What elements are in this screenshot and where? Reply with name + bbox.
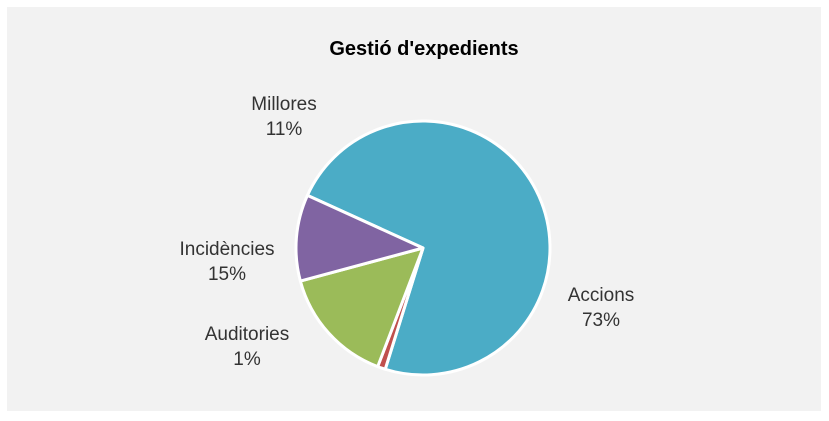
- slice-labels: Accions 73% Auditories 1% Incidències 15% Mill…: [179, 94, 634, 370]
- slice-label-percent: 11%: [266, 119, 303, 140]
- pie-slice-incidencies: [298, 246, 425, 369]
- slice-label-name: Incidències: [179, 239, 274, 260]
- pie-slices: [294, 119, 552, 377]
- slice-label-incidencies: Incidències 15%: [179, 239, 274, 285]
- slice-label-accions: Accions 73%: [568, 285, 635, 331]
- slice-label-auditories: Auditories 1%: [205, 324, 290, 370]
- slice-label-percent: 1%: [233, 349, 261, 370]
- chart-title: Gestió d'expedients: [329, 38, 518, 60]
- slice-label-millores: Millores 11%: [251, 94, 316, 140]
- pie-chart: Gestió d'expedients Accions 73% Auditories…: [179, 38, 634, 377]
- pie-slice-accions: [305, 119, 552, 377]
- slice-label-name: Accions: [568, 285, 635, 306]
- pie-slice-millores: [294, 193, 425, 283]
- slice-label-name: Millores: [251, 94, 316, 115]
- slice-label-percent: 15%: [208, 264, 246, 285]
- slice-label-percent: 73%: [582, 310, 620, 331]
- slice-label-name: Auditories: [205, 324, 290, 345]
- chart-panel: Gestió d'expedients Accions 73% Auditories…: [7, 7, 821, 411]
